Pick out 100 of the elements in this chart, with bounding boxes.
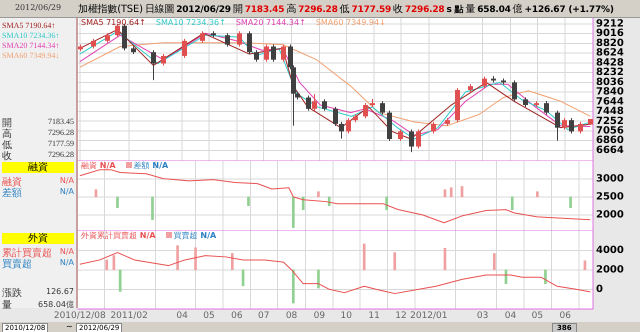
candlestick <box>225 32 230 48</box>
candlestick <box>264 44 269 62</box>
candlestick <box>237 30 242 48</box>
candlestick <box>254 50 259 62</box>
text: 7296.28 <box>404 5 444 15</box>
candlestick <box>339 121 344 140</box>
annotation: N/A <box>138 231 156 240</box>
text: 7177.59 <box>352 5 392 15</box>
candlestick <box>312 93 317 112</box>
bar <box>584 260 586 270</box>
bar <box>444 248 446 270</box>
candlestick <box>409 128 414 153</box>
x-tick-label: 05 <box>532 310 544 321</box>
bar <box>118 270 122 292</box>
candlestick <box>346 118 351 134</box>
annotation: N/A <box>98 161 116 170</box>
bar <box>460 186 464 198</box>
text: 低 <box>2 140 12 151</box>
text: 2012/06/29 <box>14 3 62 12</box>
bar <box>116 196 119 208</box>
text: SMA60 7349.94↓ <box>2 51 60 60</box>
candlestick <box>398 128 403 142</box>
bar <box>105 260 108 270</box>
x-tick-label: 2012/01 <box>410 310 448 321</box>
x-tick-label: 05 <box>203 310 215 321</box>
x-tick-label: 11 <box>368 310 380 321</box>
text: 7183.45 <box>48 117 74 126</box>
text: N/A <box>60 187 74 196</box>
text: 差額 <box>2 188 22 199</box>
text: 量 <box>465 3 476 16</box>
text: 收 <box>2 151 12 162</box>
candlestick <box>151 50 156 81</box>
candlestick <box>333 106 338 126</box>
text: 高 <box>2 129 12 140</box>
x-tick-label: 2010/12/08 <box>54 310 106 321</box>
text: 低 <box>340 3 350 16</box>
candlestick <box>555 110 560 142</box>
series-label: SMA10 7234.36↑ <box>156 18 226 27</box>
y-tick-label: 9016 <box>596 28 624 40</box>
x-tick-label: 08 <box>286 310 298 321</box>
text: N/A <box>60 176 74 185</box>
y-tick-label: 8036 <box>596 76 624 88</box>
candlestick <box>91 38 96 49</box>
candlestick <box>281 44 286 62</box>
candlestick <box>544 100 549 116</box>
y-tick-label: 7056 <box>596 126 624 137</box>
candlestick <box>523 96 528 108</box>
candlestick <box>161 53 166 66</box>
bar <box>292 270 295 304</box>
x-tick-label: 04 <box>504 310 516 321</box>
x-tick-label: 03 <box>476 310 488 321</box>
y-tick-label: 4000 <box>596 245 624 256</box>
text: 7296.28 <box>48 128 74 137</box>
bar <box>544 270 547 284</box>
text: 加權指數(TSE) <box>78 2 143 16</box>
text: 658.04 <box>477 5 511 15</box>
legend-label: 買賣超 <box>174 231 198 240</box>
text: 量 <box>2 299 12 312</box>
y-tick-label: 6664 <box>596 144 624 156</box>
text: +126.67 (+1.77%) <box>524 5 614 15</box>
text: 開 <box>232 3 243 16</box>
bar <box>504 270 508 284</box>
series-label: SMA5 7190.64↑ <box>81 18 146 27</box>
text: SMA5 7190.64↑ <box>2 21 56 30</box>
y-tick-label: 8624 <box>596 48 624 59</box>
candlestick <box>306 95 311 112</box>
text: 收 <box>393 3 403 16</box>
text: N/A <box>60 247 74 256</box>
text: 外資累計買賣超 <box>81 231 137 240</box>
candlestick <box>105 32 110 44</box>
candlestick <box>363 102 368 119</box>
text: 7183.45 <box>244 5 284 15</box>
text: 126.67 <box>46 287 74 296</box>
bar <box>247 196 250 206</box>
text: 2012/06/29 <box>176 5 231 15</box>
candlestick <box>271 44 276 62</box>
candlestick <box>200 30 205 44</box>
y-tick-label: 7644 <box>596 96 624 108</box>
y-tick-label: 8232 <box>596 67 624 78</box>
bar <box>194 247 197 270</box>
x-tick-label: 12 <box>395 310 407 321</box>
annotation: N/A <box>199 231 216 240</box>
y-tick-label: 8820 <box>596 38 624 49</box>
y-tick-label: 8428 <box>596 57 624 68</box>
text: SMA10 7234.36↑ <box>2 31 60 40</box>
y-tick-label: 0 <box>596 284 603 295</box>
candlestick <box>578 121 583 134</box>
x-tick-label: 06 <box>231 310 243 321</box>
text: N/A <box>60 258 74 267</box>
bar <box>242 270 244 286</box>
text: 融資 <box>2 162 74 173</box>
bar <box>151 196 154 220</box>
x-tick-label: 10 <box>340 310 352 321</box>
text: 高 <box>286 2 296 16</box>
bar <box>510 196 514 210</box>
series-label: SMA20 7144.34↑ <box>236 18 306 27</box>
candlestick <box>182 38 187 58</box>
y-tick-label: 2500 <box>596 191 624 202</box>
bar <box>317 191 320 198</box>
legend-label: 差額 <box>134 161 150 170</box>
